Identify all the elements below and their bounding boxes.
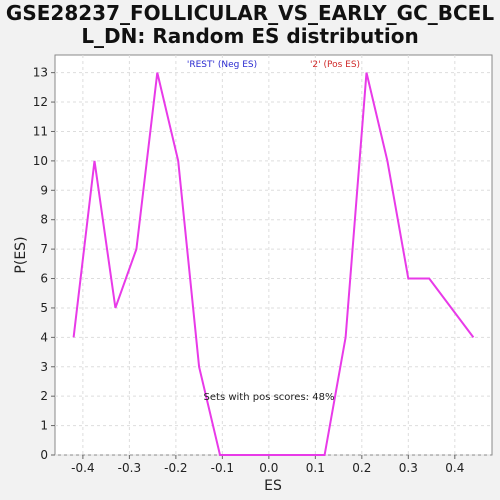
chart-title-line-1: GSE28237_FOLLICULAR_VS_EARLY_GC_BCEL	[6, 1, 494, 25]
x-tick-label: -0.4	[71, 461, 94, 475]
y-tick-label: 0	[40, 448, 48, 462]
plot-area	[54, 54, 493, 456]
y-tick-label: 12	[33, 95, 48, 109]
x-tick-label: 0.0	[259, 461, 278, 475]
x-tick-label: 0.1	[306, 461, 325, 475]
y-tick-label: 6	[40, 272, 48, 286]
y-tick-label: 4	[40, 330, 48, 344]
y-tick-label: 13	[33, 66, 48, 80]
x-tick-label: 0.3	[399, 461, 418, 475]
y-tick-label: 10	[33, 154, 48, 168]
x-tick-label: 0.2	[352, 461, 371, 475]
x-tick-label: -0.2	[164, 461, 187, 475]
y-tick-label: 7	[40, 242, 48, 256]
legend-entry-pos: '2' (Pos ES)	[310, 60, 360, 70]
series-layer	[72, 72, 475, 456]
y-tick-label: 3	[40, 360, 48, 374]
pos-scores-annotation: Sets with pos scores: 48%	[204, 392, 335, 403]
y-tick-label: 2	[40, 389, 48, 403]
x-tick-label: 0.4	[445, 461, 464, 475]
grid-lines	[55, 55, 492, 456]
y-tick-label: 8	[40, 213, 48, 227]
y-tick-label: 5	[40, 301, 48, 315]
y-tick-label: 9	[40, 183, 48, 197]
chart-title-line-2: L_DN: Random ES distribution	[81, 24, 418, 48]
y-tick-label: 1	[40, 419, 48, 433]
y-axis-label: P(ES)	[13, 236, 29, 273]
x-tick-label: -0.1	[211, 461, 234, 475]
x-axis-label: ES	[264, 478, 282, 494]
y-tick-label: 11	[33, 124, 48, 138]
es-distribution-line	[72, 72, 475, 456]
legend-entry-neg: 'REST' (Neg ES)	[187, 60, 257, 70]
x-tick-label: -0.3	[118, 461, 141, 475]
